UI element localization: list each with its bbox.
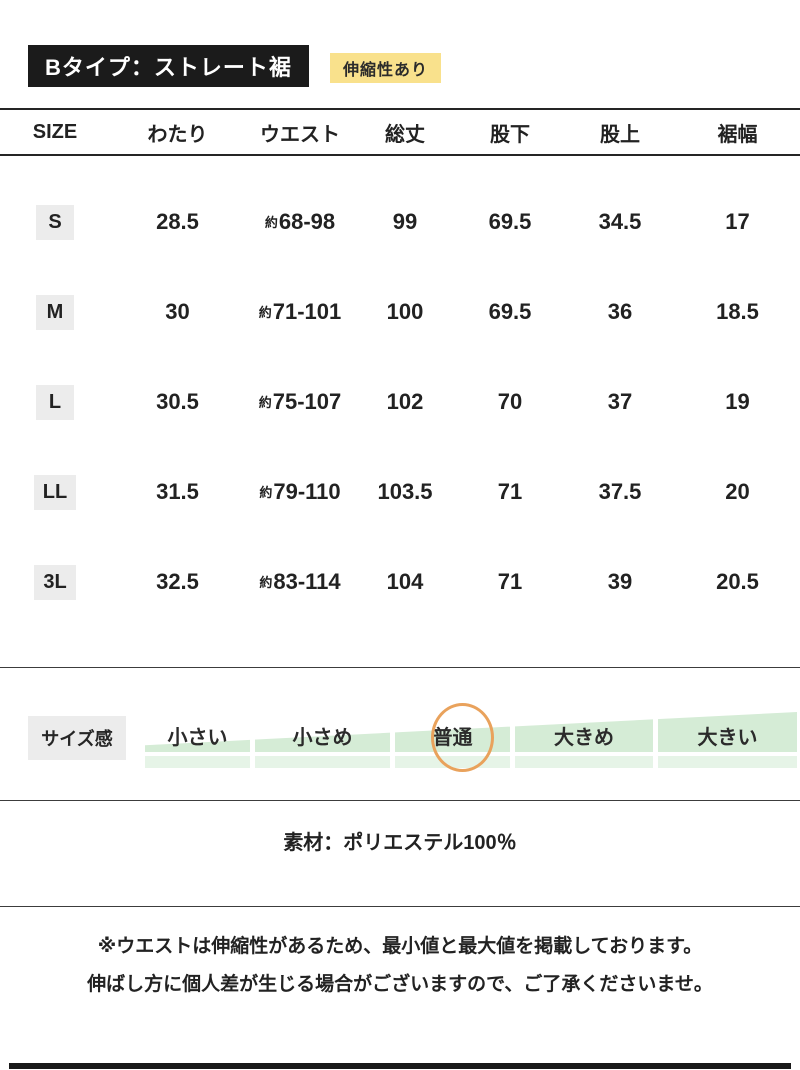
approx-prefix: 約 <box>264 215 278 230</box>
stretch-badge: 伸縮性あり <box>330 53 442 83</box>
size-badge: L <box>36 384 74 420</box>
cell-watari: 30.5 <box>156 389 199 414</box>
cell-total: 104 <box>386 569 424 594</box>
size-feel-label: サイズ感 <box>28 716 126 760</box>
cell-total: 99 <box>392 209 418 234</box>
table-body: S 28.5 約68-98 99 69.5 34.5 17 M 30 約71-1… <box>0 156 800 627</box>
table-row: L 30.5 約75-107 102 70 37 19 <box>0 357 800 447</box>
cell-rise: 36 <box>607 299 633 324</box>
column-header-rise: 股上 <box>600 123 640 146</box>
waist-note: ※ウエストは伸縮性があるため、最小値と最大値を掲載しております。 伸ばし方に個人… <box>0 928 800 1004</box>
column-header-watari: わたり <box>147 123 208 146</box>
table-row: 3L 32.5 約83-114 104 71 39 20.5 <box>0 537 800 627</box>
cell-inseam: 71 <box>497 479 523 504</box>
strip-segment <box>255 756 390 768</box>
cell-inseam: 69.5 <box>488 299 532 324</box>
size-scale-strip <box>145 756 797 768</box>
cell-hem: 20 <box>725 479 750 504</box>
size-feel-options: 小さい 小さめ 普通 大きめ 大きい <box>145 715 797 755</box>
cell-rise: 39 <box>607 569 633 594</box>
cell-waist: 約75-107 <box>258 389 342 414</box>
strip-segment <box>658 756 797 768</box>
cell-watari: 30 <box>165 299 190 324</box>
column-header-inseam: 股下 <box>490 123 530 146</box>
type-title: Bタイプ：ストレート裾 <box>28 45 309 87</box>
divider <box>0 906 800 907</box>
size-feel-option-biggish: 大きめ <box>554 726 614 749</box>
divider <box>0 667 800 668</box>
table-row: S 28.5 約68-98 99 69.5 34.5 17 <box>0 177 800 267</box>
cell-inseam: 71 <box>497 569 523 594</box>
cell-hem: 19 <box>725 389 750 414</box>
cell-rise: 37.5 <box>598 479 642 504</box>
size-feel-option-big: 大きい <box>697 726 758 749</box>
table-row: LL 31.5 約79-110 103.5 71 37.5 20 <box>0 447 800 537</box>
cell-hem: 20.5 <box>716 569 759 594</box>
material-text: 素材：ポリエステル100％ <box>283 832 517 854</box>
cell-inseam: 69.5 <box>488 209 532 234</box>
size-badge: M <box>36 294 74 330</box>
column-header-hem: 裾幅 <box>717 123 758 146</box>
approx-prefix: 約 <box>259 485 273 500</box>
approx-prefix: 約 <box>258 395 272 410</box>
selected-option-ring <box>431 703 494 772</box>
bottom-bar <box>9 1063 791 1069</box>
divider <box>0 800 800 801</box>
approx-prefix: 約 <box>259 575 273 590</box>
cell-total: 102 <box>386 389 424 414</box>
cell-total: 103.5 <box>377 479 433 504</box>
cell-watari: 32.5 <box>156 569 199 594</box>
cell-hem: 17 <box>725 209 750 234</box>
size-table: SIZE わたり ウエスト 総丈 股下 股上 裾幅 S 28.5 約68-98 … <box>0 108 800 627</box>
size-badge: S <box>36 204 74 240</box>
column-header-waist: ウエスト <box>260 123 340 146</box>
cell-watari: 28.5 <box>156 209 199 234</box>
size-badge: LL <box>33 474 77 510</box>
column-header-total: 総丈 <box>385 123 425 146</box>
size-badge: 3L <box>34 564 76 600</box>
note-line-1: ※ウエストは伸縮性があるため、最小値と最大値を掲載しております。 <box>97 936 703 957</box>
strip-segment <box>515 756 653 768</box>
table-header-row: SIZE わたり ウエスト 総丈 股下 股上 裾幅 <box>0 108 800 156</box>
wedge-segment <box>658 712 797 752</box>
column-header-size: SIZE <box>32 120 78 143</box>
cell-inseam: 70 <box>497 389 523 414</box>
table-row: M 30 約71-101 100 69.5 36 18.5 <box>0 267 800 357</box>
cell-waist: 約79-110 <box>259 479 341 504</box>
size-feel-option-smallish: 小さめ <box>292 726 353 749</box>
cell-watari: 31.5 <box>156 479 199 504</box>
cell-waist: 約83-114 <box>259 569 341 594</box>
strip-segment <box>145 756 250 768</box>
cell-rise: 37 <box>607 389 633 414</box>
cell-waist: 約71-101 <box>258 299 342 324</box>
cell-total: 100 <box>386 299 424 324</box>
size-feel-option-small: 小さい <box>167 726 228 749</box>
cell-rise: 34.5 <box>598 209 642 234</box>
cell-hem: 18.5 <box>716 299 759 324</box>
approx-prefix: 約 <box>258 305 272 320</box>
cell-waist: 約68-98 <box>264 209 336 234</box>
note-line-2: 伸ばし方に個人差が生じる場合がございますので、ご了承くださいませ。 <box>87 974 713 995</box>
